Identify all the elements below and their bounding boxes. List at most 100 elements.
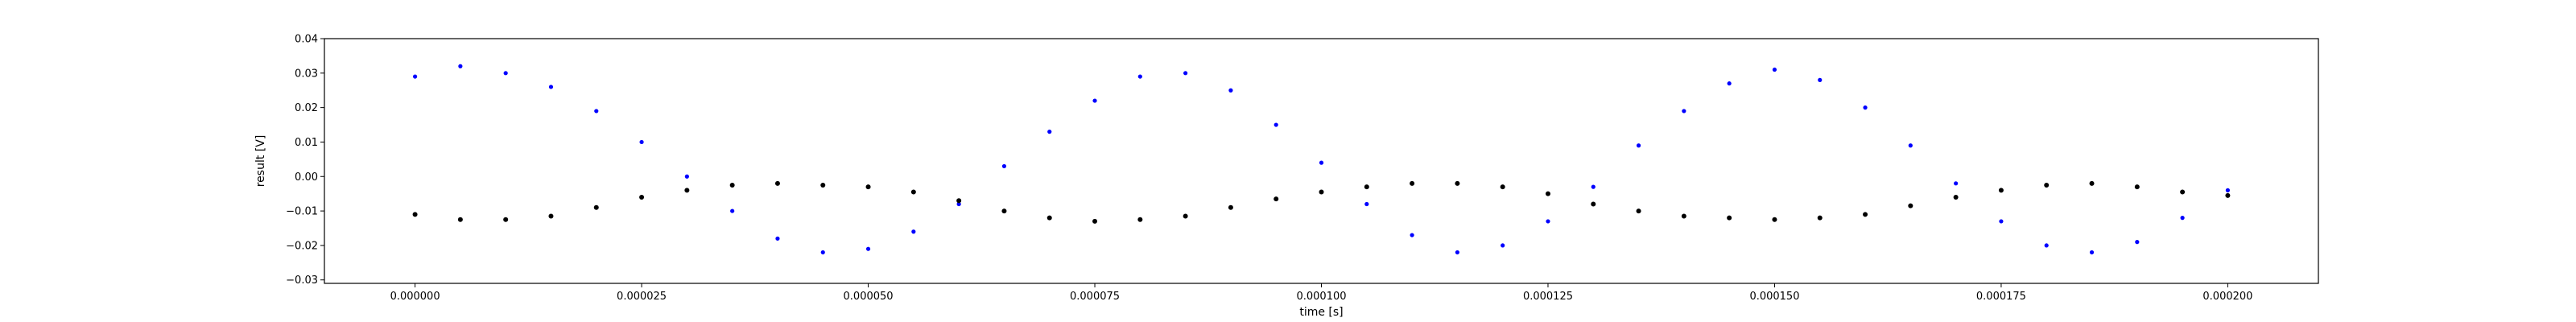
data-point [639, 139, 644, 145]
data-point [956, 201, 961, 207]
data-point [457, 217, 463, 222]
data-point [503, 217, 509, 222]
data-point [1137, 74, 1142, 79]
data-point [2180, 216, 2185, 221]
data-point [1364, 184, 1369, 190]
data-point [1998, 188, 2004, 193]
y-tick-label: −0.01 [286, 206, 318, 218]
data-point [1682, 109, 1686, 114]
x-tick-label: 0.000175 [1976, 291, 2026, 303]
x-axis: 0.000000 0.000025 0.000050 0.000075 0.000100… [390, 283, 2252, 303]
x-tick-label: 0.000075 [1070, 291, 1120, 303]
data-point [1817, 215, 1823, 221]
data-point [1546, 219, 1550, 224]
x-tick-label: 0.000150 [1749, 291, 1799, 303]
data-point [2089, 250, 2095, 255]
data-point [2225, 192, 2231, 198]
data-point [1319, 160, 1324, 165]
data-point [458, 64, 463, 68]
x-tick-label: 0.000200 [2202, 291, 2252, 303]
y-tick-label: 0.01 [295, 137, 318, 149]
data-point [1410, 180, 1415, 186]
data-point [2089, 180, 2095, 186]
data-point [1954, 181, 1959, 186]
data-point [1410, 233, 1414, 237]
data-point [1727, 81, 1732, 86]
data-point [1999, 219, 2004, 224]
data-point [2135, 240, 2140, 245]
data-point [1636, 143, 1641, 148]
data-point [1046, 215, 1052, 221]
data-point [910, 189, 916, 195]
data-point [865, 246, 871, 251]
data-point [911, 229, 916, 234]
data-point [503, 71, 508, 76]
data-point [774, 180, 780, 186]
data-point [2044, 243, 2049, 248]
data-point [2134, 184, 2140, 190]
data-point [1818, 77, 1823, 82]
y-tick-label: 0.02 [295, 102, 318, 114]
y-tick-label: −0.02 [286, 240, 318, 252]
data-point [594, 109, 599, 114]
data-point [1953, 194, 1959, 200]
data-point [775, 236, 780, 241]
data-point [684, 188, 690, 193]
data-point [412, 212, 418, 217]
data-point [1501, 243, 1505, 248]
data-point [1500, 184, 1505, 190]
data-point [1137, 217, 1143, 222]
x-tick-label: 0.000100 [1296, 291, 1346, 303]
data-point [1319, 189, 1324, 195]
data-point [1908, 143, 1913, 148]
data-point [1092, 98, 1097, 103]
data-point [548, 85, 554, 89]
x-tick-label: 0.000000 [390, 291, 440, 303]
data-point [1863, 212, 1868, 217]
data-point [1001, 208, 1007, 214]
data-point [1772, 67, 1777, 72]
data-point [639, 194, 645, 200]
data-point [1863, 105, 1868, 110]
data-point [865, 184, 871, 190]
y-tick-label: −0.03 [286, 275, 318, 287]
data-point [1228, 88, 1233, 93]
data-point [1455, 180, 1460, 186]
y-tick-label: 0.00 [295, 171, 318, 184]
data-point [1001, 163, 1007, 169]
data-point [1228, 204, 1233, 210]
data-point [1727, 215, 1732, 221]
data-point [1455, 250, 1459, 255]
data-point [1591, 184, 1596, 189]
data-point [820, 250, 825, 255]
x-tick-label: 0.000050 [844, 291, 894, 303]
data-point [1681, 213, 1686, 219]
data-point [1274, 122, 1278, 127]
data-point [1545, 191, 1550, 196]
data-point [2225, 188, 2231, 192]
y-axis: −0.03 −0.02 −0.01 0.00 0.01 0.02 0.03 0.04 [286, 34, 324, 287]
data-point [1908, 203, 1913, 208]
data-point [1591, 201, 1596, 207]
data-point [684, 174, 689, 179]
data-point [1274, 196, 1279, 202]
data-point [1364, 201, 1369, 207]
data-point [1772, 217, 1777, 222]
data-point [730, 208, 735, 213]
y-axis-label: result [V] [254, 135, 267, 188]
y-tick-label: 0.04 [295, 34, 318, 46]
data-point [593, 204, 599, 210]
data-point [1047, 130, 1052, 134]
x-tick-label: 0.000025 [617, 291, 667, 303]
x-tick-label: 0.000125 [1523, 291, 1573, 303]
data-point [820, 182, 826, 188]
data-point [2180, 189, 2186, 195]
y-tick-label: 0.03 [295, 68, 318, 80]
data-point [1183, 71, 1188, 76]
data-point [729, 182, 735, 188]
data-point [1092, 218, 1098, 224]
data-point [412, 74, 418, 79]
data-point [1636, 208, 1641, 214]
